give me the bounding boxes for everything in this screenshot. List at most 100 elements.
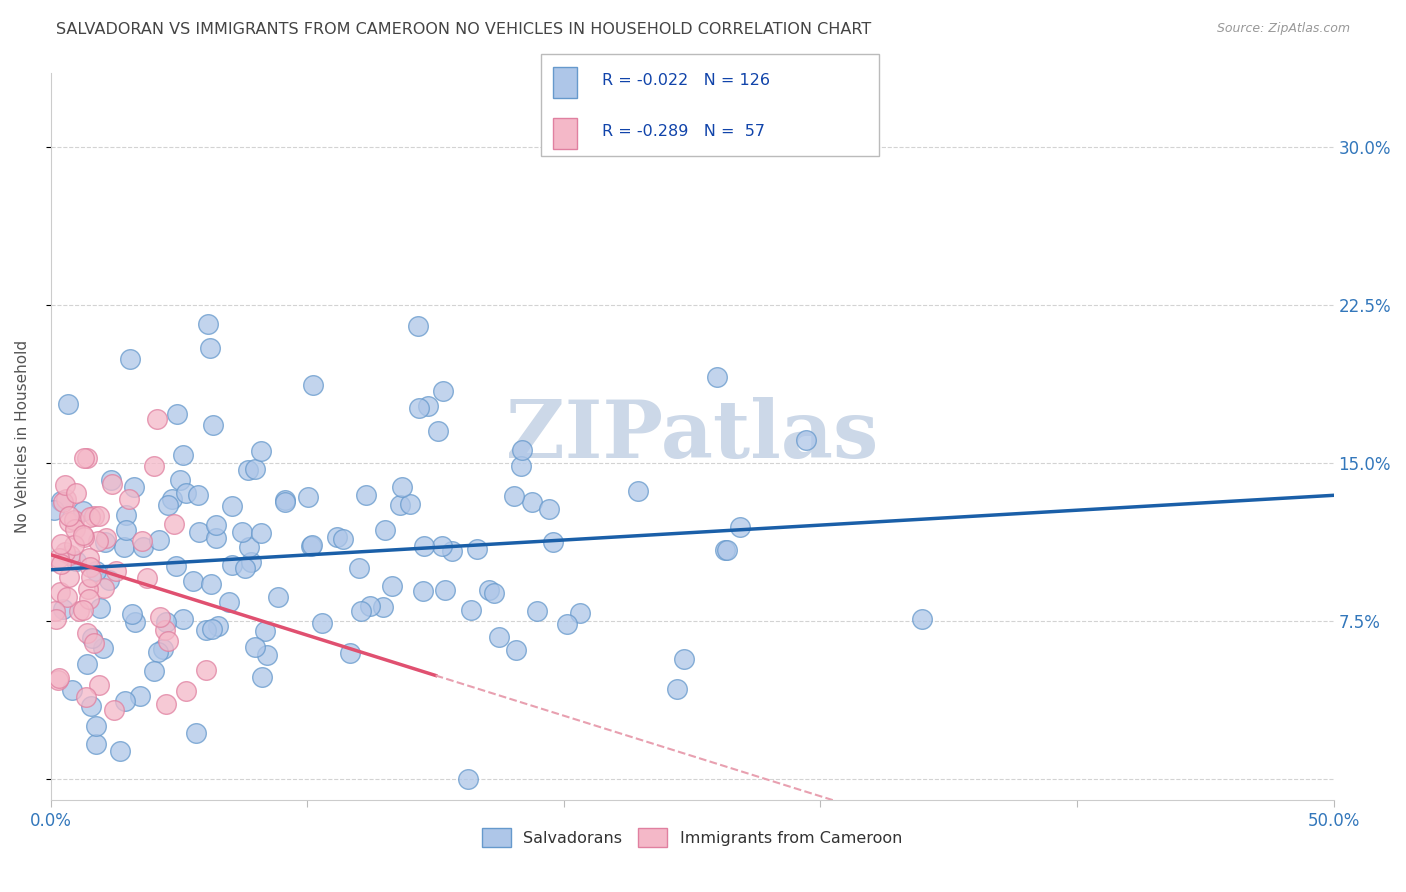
Point	[93, 581, 115, 595]
Point	[250, 670, 273, 684]
Point	[120, 352, 142, 367]
Point	[188, 525, 211, 540]
Point	[238, 463, 260, 477]
Point	[160, 491, 183, 506]
Point	[505, 643, 527, 657]
Point	[153, 623, 176, 637]
Point	[58, 516, 80, 530]
Text: R = -0.289   N =  57: R = -0.289 N = 57	[602, 124, 765, 138]
Text: Source: ZipAtlas.com: Source: ZipAtlas.com	[1216, 22, 1350, 36]
Point	[121, 607, 143, 622]
Point	[627, 483, 650, 498]
Point	[89, 601, 111, 615]
Point	[94, 531, 117, 545]
Point	[44, 604, 66, 618]
Point	[142, 664, 165, 678]
Point	[83, 509, 105, 524]
Point	[156, 634, 179, 648]
Point	[112, 540, 135, 554]
Point	[250, 444, 273, 458]
Point	[67, 604, 90, 618]
Point	[58, 508, 80, 523]
Point	[706, 370, 728, 384]
Point	[155, 697, 177, 711]
Point	[63, 538, 86, 552]
Point	[65, 486, 87, 500]
Point	[502, 489, 524, 503]
Point	[301, 538, 323, 552]
Point	[84, 718, 107, 732]
Point	[194, 623, 217, 637]
Point	[416, 399, 439, 413]
Point	[80, 631, 103, 645]
Point	[146, 412, 169, 426]
Point	[460, 603, 482, 617]
Point	[76, 451, 98, 466]
Point	[274, 495, 297, 509]
Point	[181, 574, 204, 588]
Point	[325, 530, 347, 544]
Point	[555, 616, 578, 631]
Point	[79, 559, 101, 574]
Point	[79, 510, 101, 524]
Point	[233, 561, 256, 575]
Point	[730, 519, 752, 533]
Point	[172, 612, 194, 626]
Point	[72, 530, 94, 544]
Point	[201, 418, 224, 433]
Point	[128, 689, 150, 703]
Point	[440, 544, 463, 558]
Point	[48, 671, 70, 685]
Point	[245, 462, 267, 476]
Point	[152, 641, 174, 656]
Point	[207, 619, 229, 633]
Point	[543, 535, 565, 549]
Point	[94, 535, 117, 549]
Y-axis label: No Vehicles in Household: No Vehicles in Household	[15, 340, 30, 533]
Point	[231, 525, 253, 540]
Point	[52, 494, 75, 508]
Point	[537, 501, 560, 516]
Point	[673, 652, 696, 666]
Point	[101, 477, 124, 491]
Text: ZIPatlas: ZIPatlas	[506, 398, 879, 475]
Point	[55, 492, 77, 507]
Point	[238, 541, 260, 555]
Point	[124, 615, 146, 629]
Point	[117, 492, 139, 507]
Point	[195, 664, 218, 678]
Point	[56, 590, 79, 604]
Point	[73, 450, 96, 465]
Point	[221, 499, 243, 513]
Point	[84, 737, 107, 751]
Point	[122, 480, 145, 494]
Text: R = -0.022   N = 126: R = -0.022 N = 126	[602, 73, 769, 87]
Point	[408, 319, 430, 334]
Point	[155, 615, 177, 629]
Point	[72, 528, 94, 542]
Point	[49, 494, 72, 508]
Point	[381, 579, 404, 593]
Point	[108, 744, 131, 758]
Point	[103, 703, 125, 717]
Point	[432, 384, 454, 399]
Point	[115, 508, 138, 523]
Point	[301, 378, 323, 392]
Point	[62, 513, 84, 527]
Point	[488, 630, 510, 644]
Point	[408, 401, 430, 416]
Point	[84, 565, 107, 579]
Point	[163, 516, 186, 531]
Point	[243, 640, 266, 654]
Point	[76, 626, 98, 640]
Point	[72, 504, 94, 518]
Point	[83, 635, 105, 649]
Point	[197, 317, 219, 331]
Point	[356, 488, 378, 502]
Point	[187, 488, 209, 502]
Point	[510, 443, 533, 458]
Point	[48, 550, 70, 565]
Point	[509, 458, 531, 473]
Point	[427, 425, 450, 439]
Point	[148, 610, 170, 624]
